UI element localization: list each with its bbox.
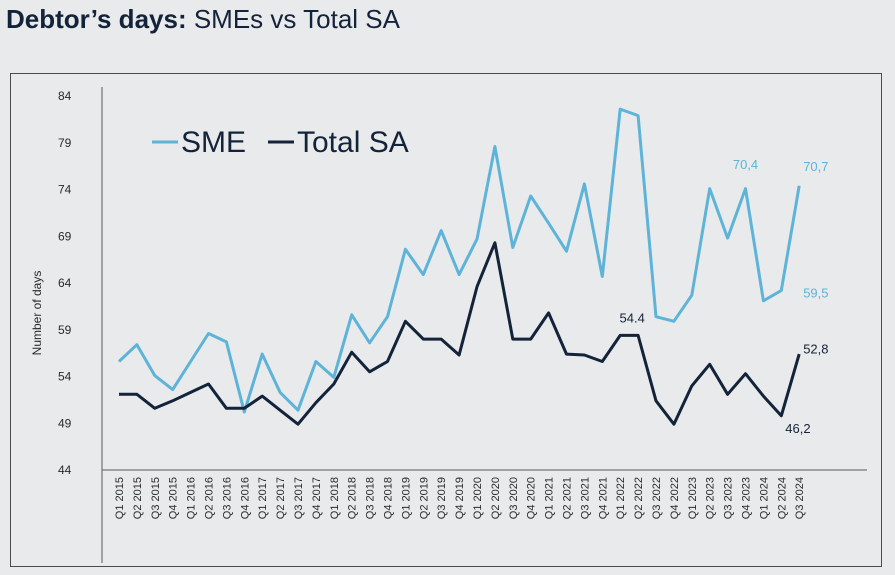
data-label: 54.4 [620,311,645,326]
x-tick-label: Q2 2017 [275,477,287,519]
y-tick-label: 84 [58,89,72,103]
x-tick-label: Q4 2021 [597,477,609,519]
y-tick-label: 59 [58,323,72,337]
y-tick-label: 49 [58,416,72,430]
x-tick-label: Q3 2017 [293,477,305,519]
data-label: 70,4 [733,157,758,172]
x-tick-label: Q1 2022 [615,477,627,519]
x-tick-label: Q3 2023 [723,477,735,519]
x-tick-label: Q2 2016 [204,477,216,519]
data-labels: 70,4 70,7 59,5 54.4 52,8 46,2 [620,157,829,436]
x-tick-label: Q1 2019 [400,477,412,519]
y-tick-labels: 84 79 74 69 64 59 54 49 44 [58,89,72,477]
x-tick-labels: Q1 2015 Q2 2015 Q3 2015 Q4 2015 Q1 2016 Q2 20… [114,477,806,519]
x-tick-label: Q2 2023 [705,477,717,519]
x-tick-label: Q3 2018 [365,477,377,519]
y-tick-label: 79 [58,136,72,150]
x-tick-label: Q4 2017 [311,477,323,519]
x-tick-label: Q4 2019 [454,477,466,519]
x-tick-label: Q4 2018 [383,477,395,519]
y-tick-label: 74 [58,183,72,197]
x-tick-label: Q1 2015 [114,477,126,519]
data-label: 46,2 [785,421,810,436]
x-tick-label: Q3 2015 [150,477,162,519]
x-tick-label: Q1 2021 [544,477,556,519]
x-tick-label: Q1 2020 [472,477,484,519]
x-tick-label: Q1 2018 [329,477,341,519]
chart-title: Debtor’s days: SMEs vs Total SA [6,4,400,35]
x-tick-label: Q4 2015 [168,477,180,519]
x-tick-label: Q3 2016 [221,477,233,519]
x-tick-label: Q2 2024 [776,477,788,519]
y-tick-label: 44 [58,463,72,477]
x-tick-label: Q2 2020 [490,477,502,519]
legend-total-sa-label: Total SA [297,126,409,159]
x-tick-label: Q3 2024 [794,477,806,519]
y-tick-label: 54 [58,370,72,384]
x-tick-label: Q2 2022 [633,477,645,519]
x-tick-label: Q2 2021 [562,477,574,519]
data-label: 70,7 [803,159,828,174]
x-tick-label: Q2 2015 [132,477,144,519]
series-line-sme [117,107,801,414]
x-tick-label: Q4 2020 [526,477,538,519]
x-tick-label: Q1 2017 [257,477,269,519]
x-tick-label: Q2 2018 [347,477,359,519]
x-tick-label: Q1 2024 [758,477,770,519]
x-tick-label: Q3 2021 [579,477,591,519]
y-axis-label: Number of days [30,271,44,356]
x-tick-label: Q1 2016 [186,477,198,519]
x-tick-label: Q3 2022 [651,477,663,519]
x-tick-label: Q4 2016 [239,477,251,519]
chart-frame [10,73,882,567]
legend-sme-label: SME [181,126,246,159]
data-label: 59,5 [803,285,828,300]
data-label: 52,8 [803,341,828,356]
x-tick-label: Q3 2020 [508,477,520,519]
series-line-total-sa [119,241,801,426]
x-tick-label: Q1 2023 [687,477,699,519]
chart-title-rest: SMEs vs Total SA [186,4,400,34]
y-tick-label: 64 [58,276,72,290]
series-lines [117,107,801,426]
y-tick-label: 69 [58,229,72,243]
x-tick-label: Q3 2019 [436,477,448,519]
legend: SME Total SA [152,126,409,159]
x-tick-label: Q4 2023 [741,477,753,519]
x-tick-label: Q4 2022 [669,477,681,519]
chart-title-bold: Debtor’s days: [6,4,187,34]
x-tick-label: Q2 2019 [418,477,430,519]
